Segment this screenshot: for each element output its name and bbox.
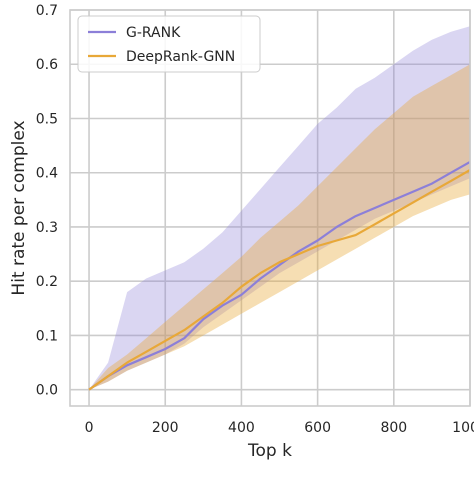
y-axis-ticks: 0.0 0.1 0.2 0.3 0.4 0.5 0.6 0.7 [36,3,58,399]
x-tick-label: 600 [304,420,331,436]
y-tick-label: 0.7 [36,3,58,19]
y-tick-label: 0.2 [36,274,58,290]
x-tick-label: 400 [228,420,255,436]
legend-label: G-RANK [126,25,181,41]
confidence-bands [89,26,470,390]
y-tick-label: 0.1 [36,328,58,344]
confidence-band-0 [89,26,470,390]
series-lines [88,160,471,391]
legend-label: DeepRank-GNN [126,49,235,65]
y-tick-label: 0.5 [36,111,58,127]
y-tick-label: 0.6 [36,57,58,73]
plot-frame [69,9,471,407]
x-tick-label: 0 [85,420,94,436]
series-line-1 [88,169,471,391]
x-tick-label: 200 [152,420,179,436]
legend: G-RANK DeepRank-GNN [77,15,261,73]
y-tick-label: 0.3 [36,220,58,236]
x-axis-label: Top k [247,441,292,461]
y-tick-label: 0.4 [36,166,58,182]
series-line-0 [88,160,471,391]
x-tick-label: 800 [380,420,407,436]
x-tick-label: 1000 [452,420,474,436]
y-tick-label: 0.0 [36,383,58,399]
x-axis-ticks: 0 200 400 600 800 1000 [85,420,474,436]
y-axis-label: Hit rate per complex [9,120,29,295]
plot-border [69,9,471,407]
legend-box [77,15,261,73]
confidence-band-1 [89,64,470,390]
